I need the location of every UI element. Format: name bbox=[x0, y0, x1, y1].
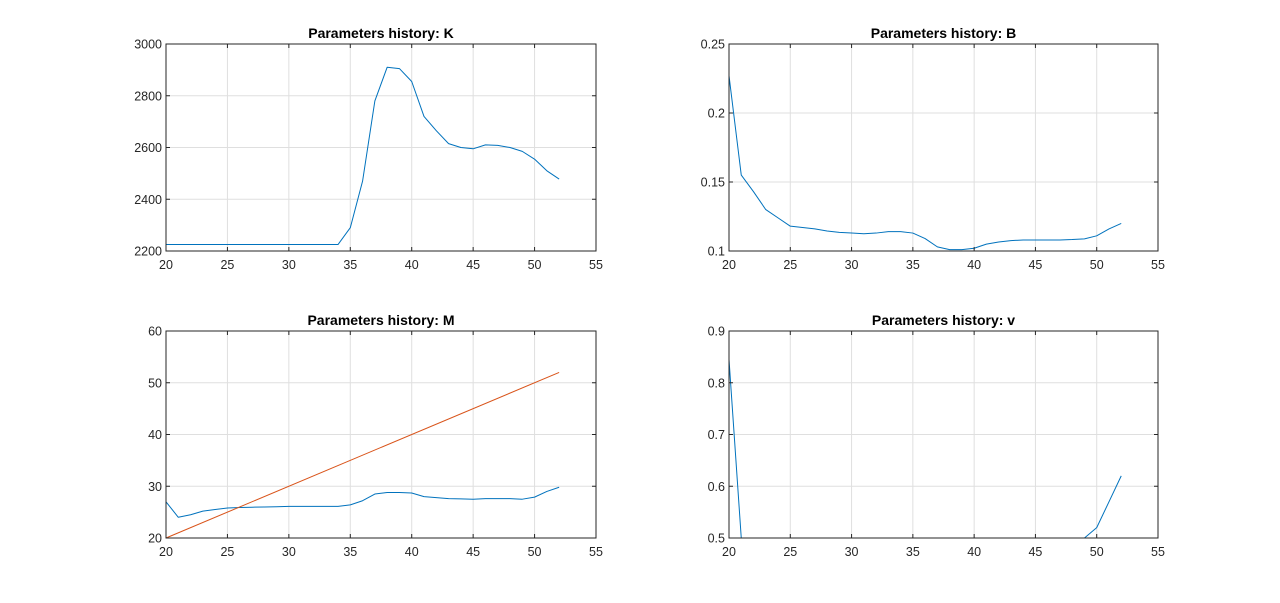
chart-panel-4: 20 25 30 35 40 45 50 55 0.5 0.6 0.7 0.8 0.9 Parameter… bbox=[708, 312, 1165, 559]
x-tick-label: 35 bbox=[343, 258, 357, 272]
x-tick-label: 20 bbox=[159, 545, 173, 559]
axes-frame bbox=[728, 43, 1159, 252]
y-tick-label: 2200 bbox=[134, 245, 162, 259]
x-tick-label: 45 bbox=[1028, 258, 1042, 272]
x-tick-label: 40 bbox=[405, 258, 419, 272]
x-tick-label: 50 bbox=[1090, 258, 1104, 272]
series-line-1 bbox=[728, 75, 1122, 251]
chart-panel-2: 20 25 30 35 40 45 50 55 0.1 0.15 0.2 0.25 Parameters… bbox=[701, 25, 1165, 272]
y-tick-label: 0.15 bbox=[701, 176, 725, 190]
y-tick-label: 30 bbox=[148, 480, 162, 494]
y-tick-label: 20 bbox=[148, 532, 162, 546]
y-tick-label: 0.6 bbox=[708, 480, 725, 494]
x-tick-label: 50 bbox=[1090, 545, 1104, 559]
x-tick-label: 55 bbox=[1151, 545, 1165, 559]
x-tick-label: 40 bbox=[967, 545, 981, 559]
plot-area bbox=[729, 44, 1158, 251]
x-tick-label: 25 bbox=[783, 545, 797, 559]
y-tick-label: 50 bbox=[148, 376, 162, 390]
x-tick-label: 55 bbox=[589, 258, 603, 272]
chart-title: Parameters history: B bbox=[871, 25, 1017, 41]
y-tick-label: 3000 bbox=[134, 38, 162, 52]
x-tick-label: 35 bbox=[906, 258, 920, 272]
x-tick-label: 30 bbox=[845, 545, 859, 559]
y-tick-label: 2400 bbox=[134, 193, 162, 207]
x-tick-label: 20 bbox=[722, 258, 736, 272]
y-tick-label: 2800 bbox=[134, 89, 162, 103]
x-tick-label: 25 bbox=[220, 258, 234, 272]
series-line-1 bbox=[165, 486, 560, 518]
x-tick-label: 25 bbox=[220, 545, 234, 559]
y-tick-label: 40 bbox=[148, 428, 162, 442]
chart-title: Parameters history: M bbox=[307, 312, 454, 328]
x-tick-label: 55 bbox=[1151, 258, 1165, 272]
y-tick-label: 0.7 bbox=[708, 428, 725, 442]
x-tick-label: 30 bbox=[282, 258, 296, 272]
y-tick-label: 0.25 bbox=[701, 38, 725, 52]
x-tick-label: 30 bbox=[282, 545, 296, 559]
series-line-1 bbox=[166, 66, 560, 246]
chart-panel-3: 20 25 30 35 40 45 50 55 20 30 40 50 60 Parameters his… bbox=[148, 312, 603, 559]
x-tick-label: 55 bbox=[589, 545, 603, 559]
y-tick-label: 0.5 bbox=[708, 532, 725, 546]
y-tick-label: 0.8 bbox=[708, 376, 725, 390]
y-tick-label: 0.9 bbox=[708, 325, 725, 339]
x-tick-label: 40 bbox=[405, 545, 419, 559]
x-tick-label: 40 bbox=[967, 258, 981, 272]
x-tick-label: 30 bbox=[845, 258, 859, 272]
y-tick-label: 2600 bbox=[134, 141, 162, 155]
chart-title: Parameters history: K bbox=[308, 25, 454, 41]
x-tick-label: 45 bbox=[466, 545, 480, 559]
x-tick-label: 50 bbox=[528, 545, 542, 559]
x-tick-label: 20 bbox=[722, 545, 736, 559]
x-tick-label: 25 bbox=[783, 258, 797, 272]
chart-title: Parameters history: v bbox=[872, 312, 1015, 328]
series-line-2 bbox=[165, 371, 560, 539]
y-tick-label: 0.1 bbox=[708, 245, 725, 259]
x-tick-label: 35 bbox=[906, 545, 920, 559]
y-tick-label: 60 bbox=[148, 325, 162, 339]
x-tick-label: 50 bbox=[528, 258, 542, 272]
x-tick-label: 45 bbox=[466, 258, 480, 272]
x-tick-label: 45 bbox=[1028, 545, 1042, 559]
y-tick-label: 0.2 bbox=[708, 107, 725, 121]
x-tick-label: 35 bbox=[343, 545, 357, 559]
x-tick-label: 20 bbox=[159, 258, 173, 272]
chart-panel-1: 20 25 30 35 40 45 50 55 2200 2400 2600 2800 3000 Para… bbox=[134, 25, 603, 272]
